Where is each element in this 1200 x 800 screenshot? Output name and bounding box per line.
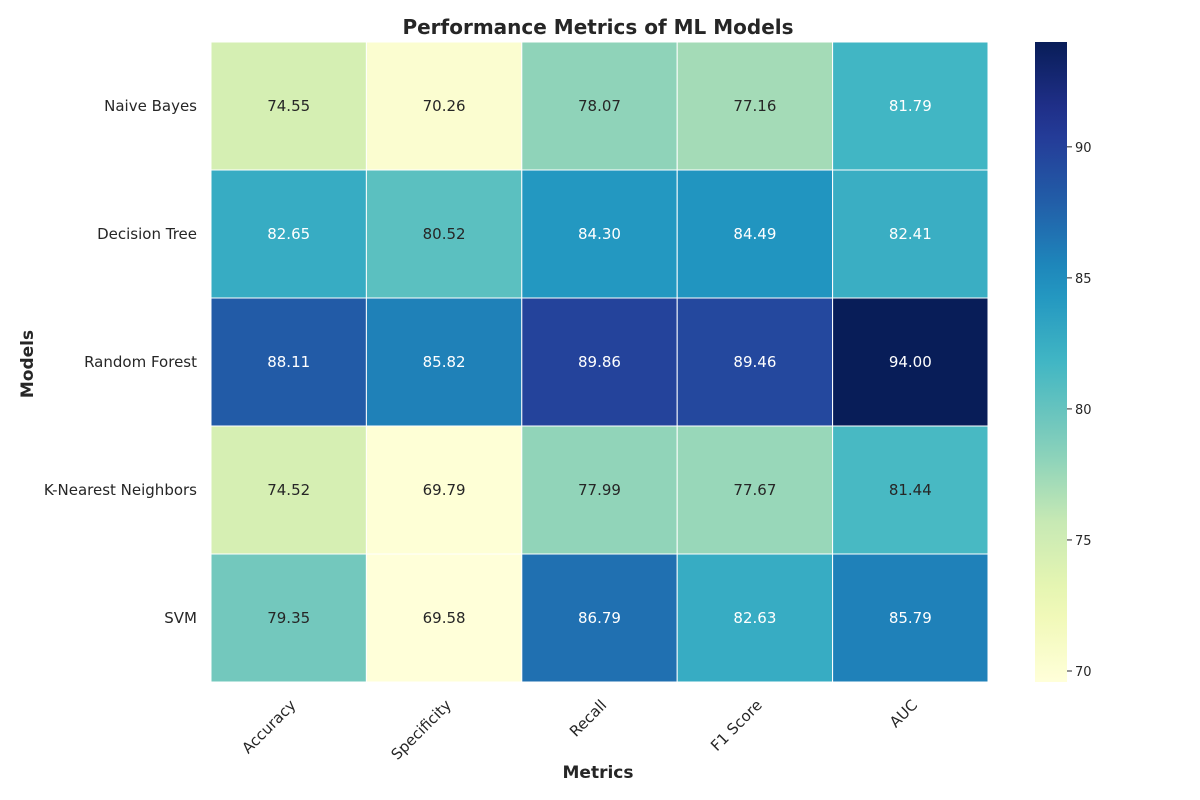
heatmap-cell [521, 297, 678, 427]
column-label: AUC [886, 696, 921, 731]
cell-value-label: 88.11 [267, 353, 310, 371]
cell-value-label: 89.86 [578, 353, 621, 371]
heatmap-cell [521, 425, 678, 555]
cell-value-label: 86.79 [578, 609, 621, 627]
heatmap-cell [365, 425, 523, 555]
cell-value-label: 70.26 [423, 97, 466, 115]
cell-value-label: 94.00 [889, 353, 932, 371]
row-tick-labels: Naive Bayes Decision Tree Random Forest K-N… [44, 97, 197, 627]
heatmap-cell [832, 169, 989, 299]
row-label: K-Nearest Neighbors [44, 481, 197, 499]
cell-value-label: 81.79 [889, 97, 932, 115]
column-label: Recall [566, 696, 610, 740]
cell-value-label: 79.35 [267, 609, 310, 627]
heatmap-cell [521, 41, 678, 171]
heatmap-cell [832, 41, 989, 171]
heatmap-cell [832, 553, 989, 683]
colorbar-tick-label: 90 [1075, 141, 1092, 156]
cell-value-label: 89.46 [733, 353, 776, 371]
colorbar-ticks: 70 75 80 85 90 [1067, 141, 1092, 680]
cell-value-label: 81.44 [889, 481, 932, 499]
heatmap-cell [365, 41, 523, 171]
heatmap-cell [832, 425, 989, 555]
column-label: F1 Score [707, 696, 766, 755]
cell-value-label: 69.79 [423, 481, 466, 499]
colorbar-tick-label: 85 [1075, 272, 1092, 287]
x-axis-title: Metrics [563, 763, 634, 783]
cell-value-label: 82.63 [733, 609, 776, 627]
cell-value-label: 74.52 [267, 481, 310, 499]
colorbar-tick-label: 80 [1075, 403, 1092, 418]
heatmap-cell [210, 41, 367, 171]
cell-value-label: 74.55 [267, 97, 310, 115]
row-label: Naive Bayes [104, 97, 197, 115]
column-label: Specificity [388, 696, 455, 763]
colorbar-tick-label: 75 [1075, 534, 1092, 549]
row-label: SVM [164, 609, 197, 627]
heatmap-cell [365, 553, 523, 683]
colorbar-gradient [1035, 42, 1067, 682]
heatmap-cell [676, 41, 834, 171]
colorbar: 70 75 80 85 90 [1035, 42, 1092, 682]
cell-value-label: 69.58 [423, 609, 466, 627]
row-label: Decision Tree [97, 225, 197, 243]
cell-value-label: 85.79 [889, 609, 932, 627]
heatmap-cell [365, 297, 523, 427]
heatmap-cell [521, 169, 678, 299]
cell-value-label: 82.41 [889, 225, 932, 243]
cell-value-label: 77.67 [733, 481, 776, 499]
heatmap-cell [210, 425, 367, 555]
heatmap-cell [210, 553, 367, 683]
heatmap-cells: 74.55 70.26 78.07 77.16 81.79 82.65 80.52 84.30… [210, 41, 989, 683]
chart-title: Performance Metrics of ML Models [402, 15, 793, 39]
cell-value-label: 85.82 [423, 353, 466, 371]
column-label: Accuracy [238, 696, 299, 757]
y-axis-title: Models [18, 330, 38, 398]
cell-value-label: 77.99 [578, 481, 621, 499]
cell-value-label: 84.49 [733, 225, 776, 243]
cell-value-label: 82.65 [267, 225, 310, 243]
heatmap-cell [676, 297, 834, 427]
cell-value-label: 80.52 [423, 225, 466, 243]
cell-value-label: 84.30 [578, 225, 621, 243]
heatmap-cell [676, 425, 834, 555]
heatmap-cell [210, 169, 367, 299]
heatmap-cell [832, 297, 989, 427]
column-tick-labels: Accuracy Specificity Recall F1 Score AUC [238, 696, 921, 763]
colorbar-tick-label: 70 [1075, 665, 1092, 680]
cell-value-label: 78.07 [578, 97, 621, 115]
cell-value-label: 77.16 [733, 97, 776, 115]
heatmap-cell [521, 553, 678, 683]
row-label: Random Forest [84, 353, 197, 371]
